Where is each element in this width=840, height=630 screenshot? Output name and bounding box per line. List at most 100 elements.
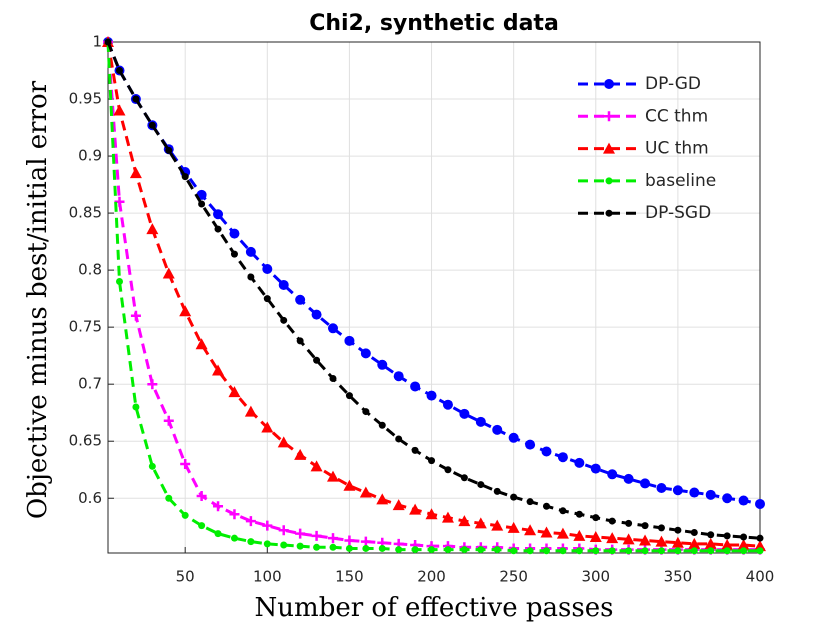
marker: [655, 535, 668, 547]
marker: [590, 463, 601, 474]
y-tick-label: 0.9: [78, 147, 102, 165]
marker: [510, 547, 518, 555]
marker: [589, 531, 602, 543]
marker: [360, 348, 371, 359]
marker: [737, 539, 750, 551]
marker: [492, 424, 503, 435]
marker: [196, 490, 207, 501]
marker: [244, 405, 257, 417]
marker: [278, 525, 289, 536]
marker: [409, 503, 422, 515]
marker: [213, 501, 224, 512]
marker: [740, 547, 748, 555]
marker: [229, 509, 240, 520]
marker: [148, 121, 156, 129]
marker: [574, 457, 585, 468]
chart-title: Chi2, synthetic data: [309, 11, 559, 36]
marker: [672, 485, 683, 496]
x-axis-label: Number of effective passes: [255, 593, 614, 623]
x-tick-label: 150: [335, 568, 364, 586]
marker: [245, 246, 256, 257]
marker: [477, 481, 485, 489]
marker: [345, 544, 353, 552]
marker: [508, 432, 519, 443]
y-tick-label: 0.8: [78, 261, 102, 279]
marker: [213, 209, 224, 220]
marker: [163, 415, 174, 426]
marker: [493, 546, 501, 554]
marker: [278, 279, 289, 290]
marker: [359, 486, 372, 498]
marker: [460, 474, 468, 482]
marker: [148, 462, 156, 470]
marker: [393, 371, 404, 382]
marker: [262, 520, 273, 531]
marker: [181, 511, 189, 519]
marker: [214, 225, 222, 233]
marker: [296, 337, 304, 345]
marker: [606, 532, 619, 544]
marker: [573, 529, 586, 541]
marker: [410, 381, 421, 392]
marker: [592, 547, 600, 555]
marker: [377, 359, 388, 370]
marker: [344, 535, 355, 546]
marker: [705, 489, 716, 500]
marker: [575, 547, 583, 555]
marker: [575, 510, 583, 518]
marker: [625, 519, 633, 527]
marker: [604, 79, 614, 89]
legend-label: DP-SGD: [645, 203, 711, 223]
marker: [181, 173, 189, 181]
x-tick-label: 400: [746, 568, 775, 586]
marker: [313, 543, 321, 551]
plot-area: [102, 36, 766, 555]
marker: [198, 522, 206, 530]
marker: [525, 439, 536, 450]
marker: [458, 515, 471, 527]
marker: [229, 228, 240, 239]
marker: [426, 390, 437, 401]
marker: [723, 547, 731, 555]
marker: [740, 533, 748, 541]
x-tick-label: 300: [581, 568, 610, 586]
marker: [247, 538, 255, 546]
marker: [294, 448, 307, 460]
marker: [180, 459, 191, 470]
y-tick-label: 0.7: [78, 375, 102, 393]
y-tick-label: 0.65: [69, 432, 102, 450]
marker: [688, 537, 701, 549]
marker: [608, 517, 616, 525]
marker: [198, 200, 206, 208]
marker: [165, 494, 173, 502]
marker: [639, 534, 652, 546]
marker: [146, 223, 159, 235]
marker: [247, 273, 255, 281]
marker: [104, 38, 112, 46]
marker: [507, 521, 520, 533]
marker: [311, 309, 322, 320]
marker: [162, 267, 175, 279]
y-tick-label: 0.75: [69, 318, 102, 336]
marker: [425, 508, 438, 520]
marker: [605, 177, 613, 185]
marker: [510, 493, 518, 501]
marker: [603, 142, 615, 154]
legend-label: UC thm: [645, 139, 709, 159]
marker: [444, 546, 452, 554]
marker: [640, 478, 651, 489]
x-tick-label: 100: [253, 568, 282, 586]
marker: [704, 537, 717, 549]
marker: [559, 547, 567, 555]
legend: DP-GD CC thm UC thm baseline DP-SGD: [578, 74, 716, 223]
marker: [493, 487, 501, 495]
marker: [690, 547, 698, 555]
marker: [295, 294, 306, 305]
marker: [113, 104, 126, 116]
marker: [674, 547, 682, 555]
marker: [756, 534, 764, 542]
marker: [756, 547, 764, 555]
marker: [345, 392, 353, 400]
marker: [674, 526, 682, 534]
x-tick-label: 200: [417, 568, 446, 586]
